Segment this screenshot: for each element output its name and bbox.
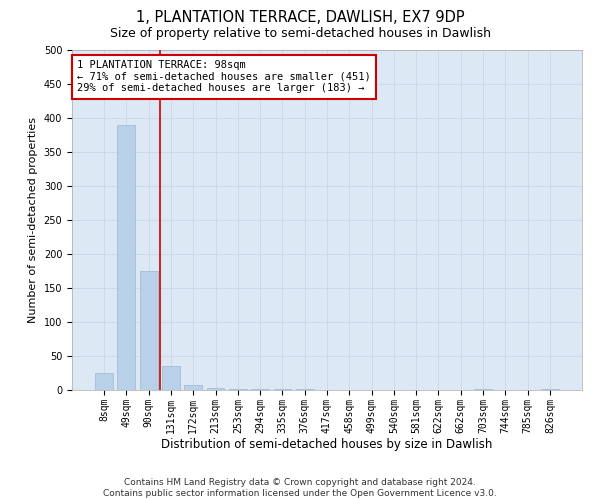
Bar (474, 388, 492, 390)
Text: 1 PLANTATION TERRACE: 98sqm
← 71% of semi-detached houses are smaller (451)
29% : 1 PLANTATION TERRACE: 98sqm ← 71% of sem… (77, 60, 371, 94)
Bar (229, 388, 247, 390)
Bar (206, 388, 224, 390)
Bar (541, 388, 559, 390)
X-axis label: Distribution of semi-detached houses by size in Dawlish: Distribution of semi-detached houses by … (161, 438, 493, 452)
Y-axis label: Number of semi-detached properties: Number of semi-detached properties (28, 117, 38, 323)
Bar (95, 373, 113, 390)
Bar (184, 384, 202, 390)
Bar (162, 366, 180, 390)
Bar (274, 388, 292, 390)
Bar (140, 271, 158, 390)
Bar (118, 125, 136, 390)
Text: Size of property relative to semi-detached houses in Dawlish: Size of property relative to semi-detach… (110, 28, 491, 40)
Text: Contains HM Land Registry data © Crown copyright and database right 2024.
Contai: Contains HM Land Registry data © Crown c… (103, 478, 497, 498)
Text: 1, PLANTATION TERRACE, DAWLISH, EX7 9DP: 1, PLANTATION TERRACE, DAWLISH, EX7 9DP (136, 10, 464, 25)
